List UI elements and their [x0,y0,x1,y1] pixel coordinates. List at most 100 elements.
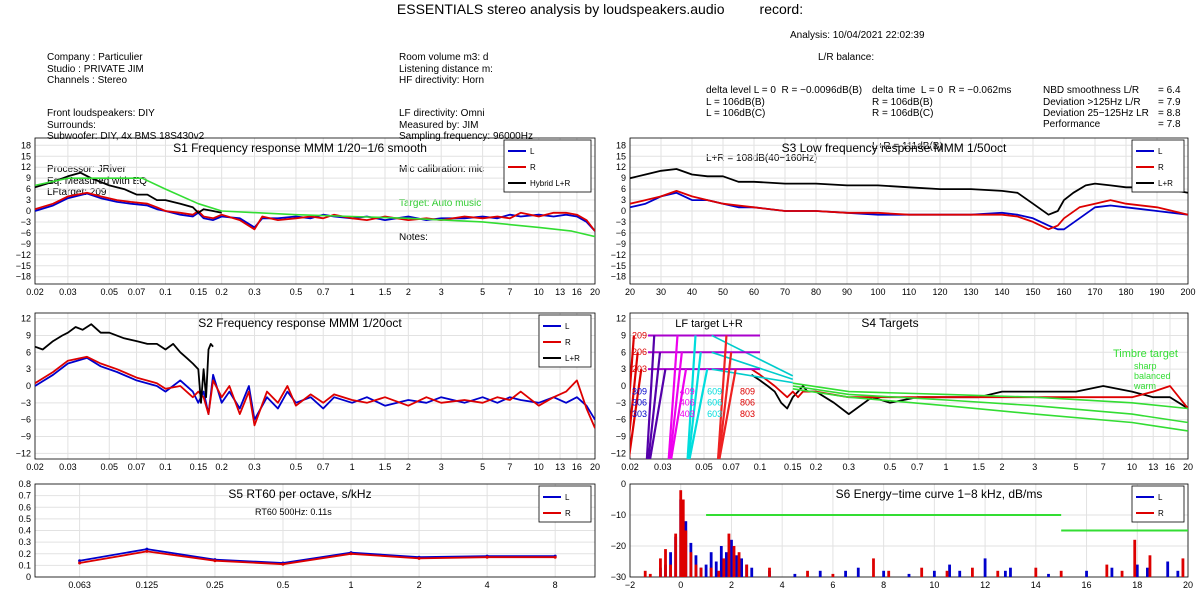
legend-label: R [565,509,571,518]
x-tick-label: 7 [507,287,512,297]
etc-bar-L [709,552,713,577]
x-tick-label: 0.3 [248,287,261,297]
chart-s1: 0.02 0.03 0.05 0.07 0.1 0.15 0.2 0.3 0.5 0.7 1 1.5 2… [16,137,600,297]
info-mid: Room volume m3: d Listening distance m: HF… [399,52,533,243]
x-tick-label: 5 [480,462,485,472]
etc-bar-R [732,546,736,577]
y-tick-label: −3 [616,398,626,408]
plot-frame [629,137,1189,285]
rt60-point [78,561,82,565]
y-tick-label: 0 [26,381,31,391]
x-tick-label: 0.07 [128,462,146,472]
lr-balance-label: L/R balance: [818,52,875,63]
etc-bar-R [689,552,693,577]
x-tick-label: 0.2 [215,462,228,472]
y-tick-label: −15 [16,261,31,271]
x-tick-label: 50 [718,287,728,297]
x-tick-label: 1 [350,462,355,472]
etc-bar-L [818,570,822,577]
etc-bar-R [674,533,678,577]
lf-target-fan [687,352,702,459]
series-line-l-r [751,374,1188,416]
x-tick-label: 8 [881,580,886,590]
series-line-timbre-balanced [792,385,1188,424]
x-tick-label: 10 [534,462,544,472]
y-tick-label: −12 [611,448,626,458]
x-tick-label: 1.5 [379,287,392,297]
y-tick-label: −12 [611,250,626,260]
y-tick-label: 15 [21,151,31,161]
etc-bar-R [1034,567,1038,577]
x-tick-label: 16 [1165,462,1175,472]
lf-target-label: 609 [707,386,722,396]
legend-label: Hybrid L+R [530,179,570,188]
etc-bar-L [1003,570,1007,577]
lf-target-label: 403 [680,409,695,419]
x-tick-label: 3 [439,462,444,472]
etc-bar-L [1085,570,1088,577]
series-line-timbre-warm [792,388,1188,432]
etc-bar-R [664,549,667,577]
x-tick-label: 2 [417,580,422,590]
etc-bar-R [684,530,688,577]
etc-bar-L [907,573,911,577]
x-tick-label: 10 [534,287,544,297]
x-tick-label: 0.05 [101,462,119,472]
etc-bar-R [717,570,721,577]
x-tick-label: 2 [406,462,411,472]
x-tick-label: 1.5 [379,462,392,472]
y-tick-label: 0.5 [18,514,31,524]
chart-title: S5 RT60 per octave, s/kHz [228,487,371,501]
etc-bar-L [730,539,733,577]
y-tick-label: −6 [616,415,626,425]
y-tick-label: 0 [621,479,626,489]
etc-bar-R [971,567,974,577]
etc-bar-L [856,567,860,577]
y-tick-label: 0 [26,572,31,582]
chart-title: S3 Low frequency response MMM 1/50oct [782,141,1007,155]
etc-bar-R [699,567,703,577]
lf-target-fan [716,335,728,459]
etc-bar-L [740,558,743,577]
chart-s5: 0.063 0.125 0.25 0.5 1 2 4 8 0 0.10.2 0.30.4 0.5 0.6… [18,479,596,590]
y-tick-label: 18 [616,140,626,150]
etc-bar-R [648,573,652,577]
chart-title: S2 Frequency response MMM 1/20oct [198,316,402,330]
etc-bar-R [709,567,713,577]
x-tick-label: 18 [1132,580,1142,590]
y-tick-label: 9 [26,173,31,183]
y-tick-label: −3 [21,398,31,408]
x-tick-label: 0.2 [810,462,823,472]
series-line-l-r [35,323,214,404]
etc-bar-L [1166,561,1170,577]
etc-bar-L [735,555,738,577]
x-tick-label: 60 [749,287,759,297]
x-tick-label: 0.7 [911,462,924,472]
x-tick-label: 0.5 [277,580,290,590]
timbre-target-title: Timbre target [1113,348,1178,360]
x-tick-label: 150 [1025,287,1040,297]
x-tick-label: 3 [439,287,444,297]
x-tick-label: 5 [480,287,485,297]
etc-bar-R [694,564,698,577]
x-tick-label: 5 [1074,462,1079,472]
y-tick-label: 6 [26,184,31,194]
balance-col2: delta time L = 0 R = −0.062ms R = 106dB(B… [872,85,1012,153]
x-tick-label: 0.07 [128,287,146,297]
lf-target-fan [718,368,737,459]
x-tick-label: 0.1 [754,462,767,472]
x-tick-label: 140 [994,287,1009,297]
y-tick-label: −20 [611,541,626,551]
series-line-target [35,177,595,238]
y-tick-label: 9 [621,173,626,183]
y-tick-label: 0.8 [18,479,31,489]
rt60-point [78,559,82,563]
x-tick-label: 80 [811,287,821,297]
series-line-r [79,550,556,566]
y-tick-label: −9 [21,432,31,442]
x-tick-label: 2 [406,287,411,297]
etc-bar-L [983,558,987,577]
lf-target-label: 809 [740,386,755,396]
x-tick-label: 1.5 [973,462,986,472]
